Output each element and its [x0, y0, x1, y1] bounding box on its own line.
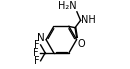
Text: F: F	[34, 40, 40, 50]
Text: NH: NH	[81, 15, 96, 25]
Text: H₂N: H₂N	[58, 1, 77, 11]
Text: F: F	[33, 48, 39, 58]
Text: O: O	[77, 39, 85, 49]
Text: F: F	[34, 56, 40, 66]
Text: N: N	[37, 33, 45, 43]
